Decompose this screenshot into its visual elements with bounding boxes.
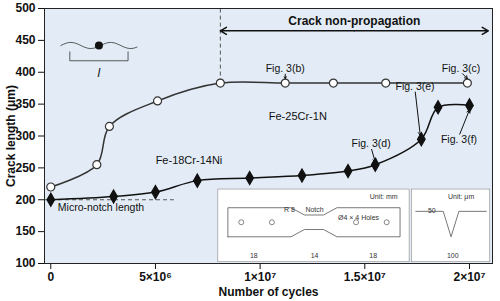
svg-text:350: 350 [15, 97, 35, 111]
svg-text:Number of cycles: Number of cycles [218, 285, 318, 299]
svg-text:Unit: μm: Unit: μm [448, 193, 474, 201]
svg-text:Micro-notch length: Micro-notch length [58, 201, 145, 213]
svg-text:1×10⁷: 1×10⁷ [244, 270, 276, 284]
svg-text:Fig. 3(d): Fig. 3(d) [352, 137, 391, 149]
svg-text:Ø4 × 4 Holes: Ø4 × 4 Holes [338, 214, 380, 221]
svg-text:500: 500 [15, 1, 35, 15]
svg-text:R 8: R 8 [284, 206, 295, 213]
svg-text:18: 18 [369, 252, 377, 259]
svg-text:450: 450 [15, 33, 35, 47]
svg-text:Unit: mm: Unit: mm [370, 193, 398, 200]
svg-text:Crack non-propagation: Crack non-propagation [288, 14, 420, 28]
svg-text:Fig. 3(e): Fig. 3(e) [395, 80, 434, 92]
svg-text:Crack length (μm): Crack length (μm) [4, 85, 18, 187]
svg-text:Fig. 3(f): Fig. 3(f) [441, 133, 477, 145]
svg-text:250: 250 [15, 161, 35, 175]
svg-text:50: 50 [428, 207, 436, 214]
svg-text:1.5×10⁷: 1.5×10⁷ [344, 270, 386, 284]
svg-text:Fig. 3(c): Fig. 3(c) [442, 62, 481, 74]
svg-text:Fe-25Cr-1N: Fe-25Cr-1N [269, 110, 327, 122]
svg-text:Fe-18Cr-14Ni: Fe-18Cr-14Ni [156, 154, 223, 166]
svg-text:100: 100 [447, 252, 459, 259]
svg-text:300: 300 [15, 129, 35, 143]
svg-text:2×10⁷: 2×10⁷ [453, 270, 485, 284]
svg-text:0: 0 [47, 270, 54, 284]
svg-text:l: l [98, 66, 101, 80]
svg-text:400: 400 [15, 65, 35, 79]
svg-text:Fig. 3(b): Fig. 3(b) [266, 62, 305, 74]
svg-text:100: 100 [15, 256, 35, 270]
svg-text:200: 200 [15, 193, 35, 207]
svg-text:150: 150 [15, 224, 35, 238]
svg-text:Notch: Notch [305, 206, 323, 213]
svg-text:5×10⁶: 5×10⁶ [139, 270, 172, 284]
svg-text:18: 18 [250, 252, 258, 259]
svg-text:14: 14 [311, 252, 319, 259]
